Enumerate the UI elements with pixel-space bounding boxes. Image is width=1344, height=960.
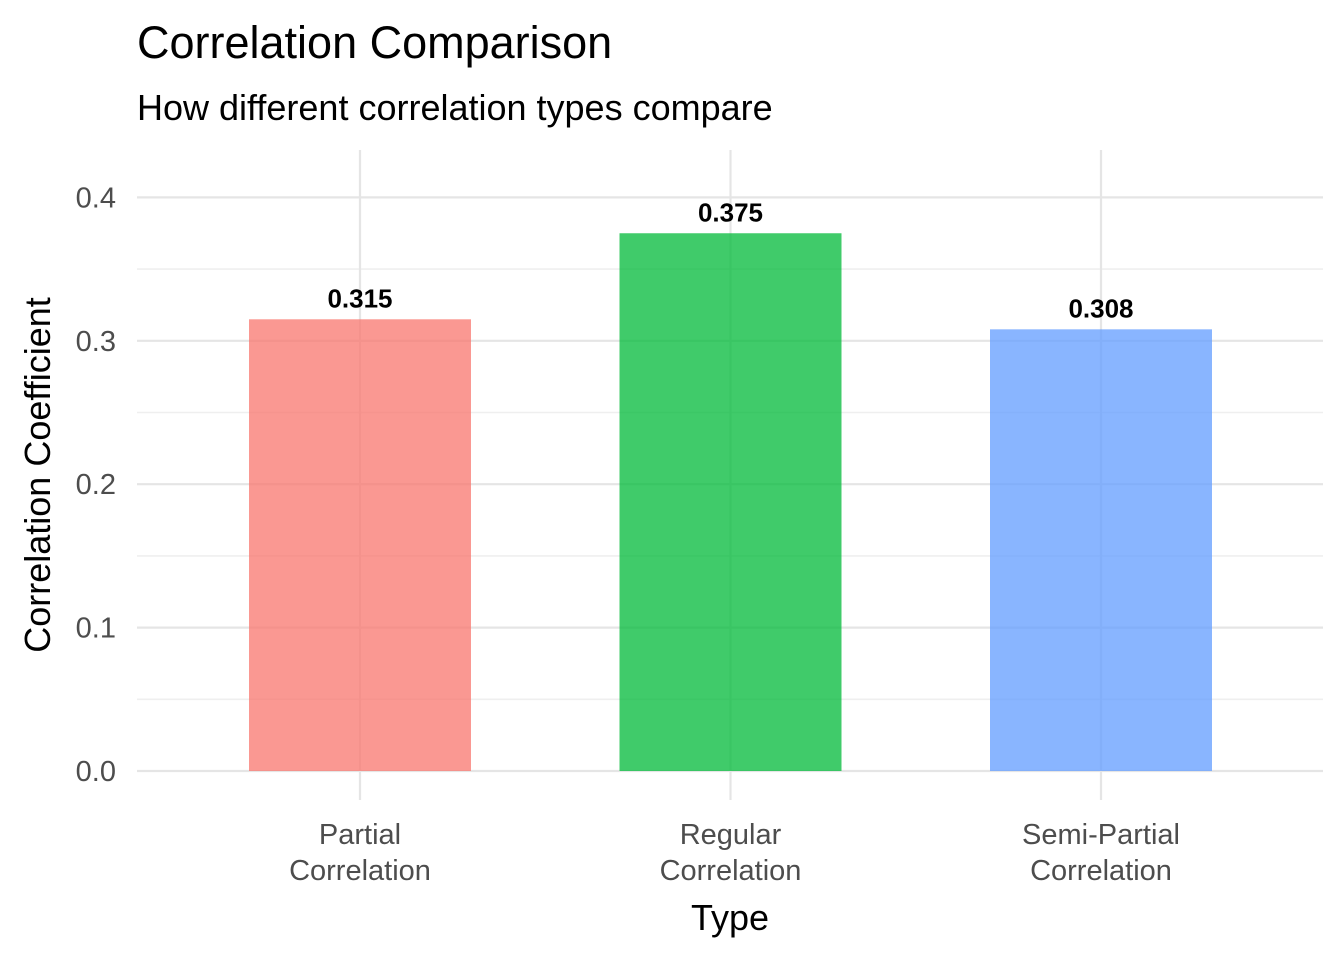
x-tick-label: Partial [319, 819, 401, 851]
bar-value-label: 0.315 [327, 283, 392, 313]
x-tick-label: Correlation [1030, 855, 1172, 887]
x-tick-label: Regular [680, 819, 782, 851]
x-tick-label: Semi-Partial [1022, 819, 1180, 851]
y-tick-label: 0.4 [76, 182, 116, 214]
x-tick-label: Correlation [660, 855, 802, 887]
x-axis-ticks: Partial Correlation Regular Correlation Semi… [289, 819, 1180, 887]
y-tick-label: 0.2 [76, 469, 116, 501]
y-axis-title: Correlation Coefficient [17, 297, 58, 653]
x-tick-label: Correlation [289, 855, 431, 887]
bar [249, 319, 471, 771]
bar-value-label: 0.308 [1068, 293, 1133, 323]
y-tick-label: 0.3 [76, 326, 116, 358]
y-tick-label: 0.1 [76, 613, 116, 645]
data-labels: 0.315 0.375 0.308 [327, 197, 1133, 323]
chart-subtitle: How different correlation types compare [137, 87, 773, 128]
bars [249, 233, 1212, 771]
y-tick-label: 0.0 [76, 756, 116, 788]
x-axis-title: Type [691, 897, 769, 938]
bar [990, 329, 1212, 771]
bar [619, 233, 842, 771]
y-axis-ticks: 0.0 0.1 0.2 0.3 0.4 [76, 182, 116, 788]
bar-value-label: 0.375 [698, 197, 763, 227]
chart-title: Correlation Comparison [137, 17, 612, 68]
